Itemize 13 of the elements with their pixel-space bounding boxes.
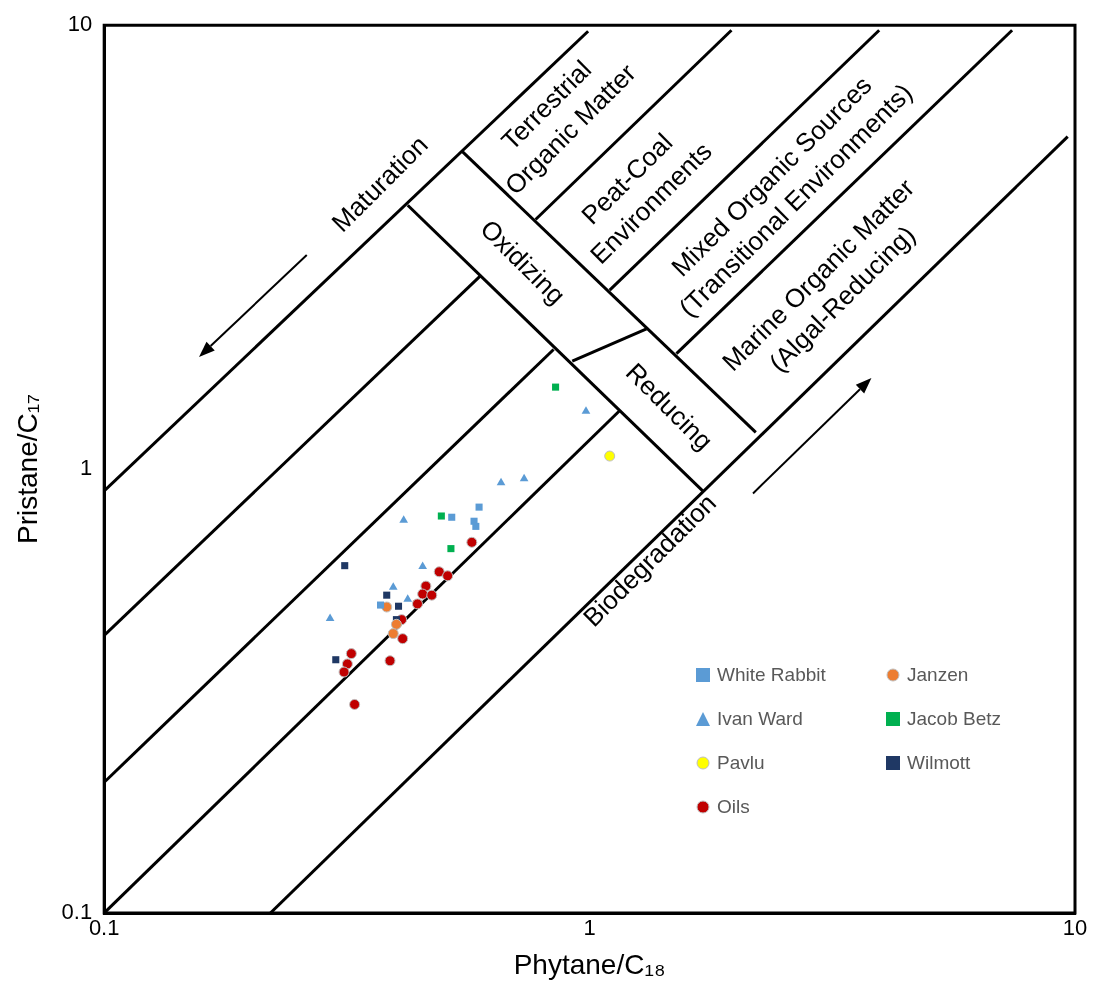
legend-label: Wilmott	[907, 752, 971, 774]
legend-label: White Rabbit	[717, 664, 826, 686]
legend-label: Janzen	[907, 664, 969, 686]
y-tick-label: 1	[79, 455, 93, 481]
legend-label: Ivan Ward	[717, 708, 803, 730]
legend-label: Oils	[717, 796, 750, 818]
x-axis-title: Phytane/C₁₈	[513, 948, 666, 980]
legend-label: Jacob Betz	[907, 708, 1001, 730]
legend-label: Pavlu	[717, 752, 765, 774]
y-axis-title: Pristane/C₁₇	[11, 394, 43, 544]
x-tick-label: 10	[1062, 915, 1088, 941]
y-tick-label: 10	[67, 11, 93, 37]
x-tick-label: 1	[583, 915, 596, 941]
